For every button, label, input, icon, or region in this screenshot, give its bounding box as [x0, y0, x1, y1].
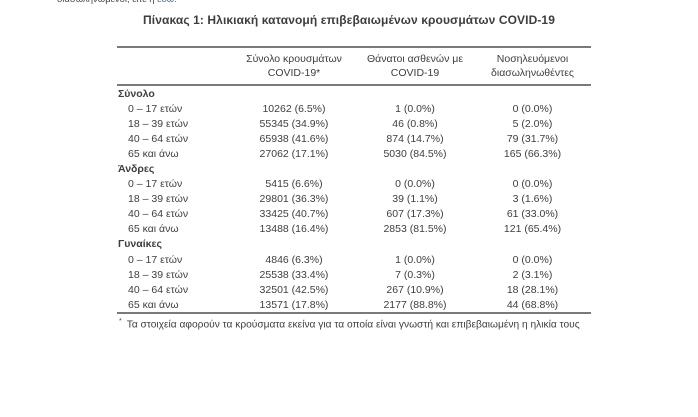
table-footnote: * Τα στοιχεία αφορούν τα κρούσματα εκείνα… [117, 318, 591, 330]
section-label: Γυναίκες [118, 238, 162, 251]
cell-intubated: 0 (0.0%) [512, 102, 553, 115]
section-label: Άνδρες [118, 163, 155, 176]
table-header-row: Σύνολο κρουσμάτων COVID-19* Θάνατοι ασθε… [117, 47, 591, 86]
cell-deaths: 2177 (88.8%) [383, 298, 447, 311]
footnote-asterisk: * [119, 318, 122, 326]
header-cases-line2: COVID-19* [267, 66, 321, 79]
table-row: 18 – 39 ετών 55345 (34.9%) 46 (0.8%) 5 (… [117, 116, 591, 131]
table-row: 0 – 17 ετών 5415 (6.6%) 0 (0.0%) 0 (0.0%… [117, 177, 591, 192]
cell-deaths: 7 (0.3%) [395, 268, 435, 281]
cell-cases: 13571 (17.8%) [259, 298, 329, 311]
header-deaths-line1: Θάνατοι ασθενών με [366, 53, 464, 65]
cell-cases: 27062 (17.1%) [259, 147, 329, 160]
cell-cases: 4846 (6.3%) [265, 253, 323, 266]
table-row: 0 – 17 ετών 4846 (6.3%) 1 (0.0%) 0 (0.0%… [117, 252, 591, 267]
section-row-men: Άνδρες [117, 161, 591, 176]
section-label: Σύνολο [118, 87, 155, 100]
table-row: 65 και άνω 13488 (16.4%) 2853 (81.5%) 12… [117, 222, 591, 237]
cell-deaths: 267 (10.9%) [386, 283, 444, 296]
cell-intubated: 3 (1.6%) [512, 193, 553, 206]
cell-intubated: 165 (66.3%) [503, 147, 562, 160]
clipped-text-link: εδώ. [157, 0, 177, 5]
table-title: Πίνακας 1: Ηλικιακή κατανομή επιβεβαιωμέ… [143, 13, 555, 27]
cell-age: 18 – 39 ετών [128, 268, 189, 281]
clipped-text-line: διασωληνωμένοι, είτε ή εδώ. [57, 0, 317, 6]
cell-age: 65 και άνω [128, 298, 179, 311]
header-deaths: Θάνατοι ασθενών με COVID-19 [356, 47, 474, 86]
cell-deaths: 1 (0.0%) [395, 102, 435, 115]
cell-intubated: 44 (68.8%) [506, 298, 559, 311]
table-row: 65 και άνω 13571 (17.8%) 2177 (88.8%) 44… [117, 297, 591, 313]
table-row: 0 – 17 ετών 10262 (6.5%) 1 (0.0%) 0 (0.0… [117, 101, 591, 116]
cell-age: 0 – 17 ετών [128, 178, 183, 191]
header-intubated-line2: διασωληνωθέντες [491, 66, 574, 79]
cell-age: 18 – 39 ετών [128, 117, 189, 130]
cell-deaths: 5030 (84.5%) [383, 147, 447, 160]
age-distribution-table: Σύνολο κρουσμάτων COVID-19* Θάνατοι ασθε… [117, 46, 591, 315]
cell-deaths: 2853 (81.5%) [383, 223, 447, 236]
table-row: 40 – 64 ετών 33425 (40.7%) 607 (17.3%) 6… [117, 207, 591, 222]
cell-cases: 29801 (36.3%) [259, 193, 329, 206]
cell-intubated: 0 (0.0%) [512, 253, 553, 266]
header-cases-line1: Σύνολο κρουσμάτων [246, 53, 342, 65]
cell-intubated: 2 (3.1%) [512, 268, 553, 281]
cell-cases: 10262 (6.5%) [262, 102, 326, 115]
cell-intubated: 18 (28.1%) [506, 283, 559, 296]
cell-intubated: 79 (31.7%) [506, 132, 559, 145]
cell-age: 40 – 64 ετών [128, 283, 189, 296]
cell-intubated: 0 (0.0%) [512, 178, 553, 191]
table-row: 40 – 64 ετών 65938 (41.6%) 874 (14.7%) 7… [117, 131, 591, 146]
cell-age: 65 και άνω [128, 147, 179, 160]
section-row-total: Σύνολο [117, 85, 591, 101]
cell-deaths: 39 (1.1%) [392, 193, 438, 206]
header-age-empty [117, 47, 232, 86]
cell-cases: 5415 (6.6%) [265, 178, 323, 191]
cell-age: 18 – 39 ετών [128, 193, 189, 206]
cell-deaths: 607 (17.3%) [386, 208, 444, 221]
cell-age: 65 και άνω [128, 223, 179, 236]
cell-age: 0 – 17 ετών [128, 102, 183, 115]
table-row: 18 – 39 ετών 29801 (36.3%) 39 (1.1%) 3 (… [117, 192, 591, 207]
footnote-text: Τα στοιχεία αφορούν τα κρούσματα εκείνα … [126, 319, 580, 331]
clipped-text-inner: διασωληνωμένοι, είτε ή εδώ. [57, 0, 317, 5]
header-intubated-line1: Νοσηλευόμενοι [496, 53, 569, 65]
cell-age: 40 – 64 ετών [128, 132, 189, 145]
table-row: 18 – 39 ετών 25538 (33.4%) 7 (0.3%) 2 (3… [117, 267, 591, 282]
table-row: 40 – 64 ετών 32501 (42.5%) 267 (10.9%) 1… [117, 282, 591, 297]
cell-intubated: 121 (65.4%) [503, 223, 562, 236]
cell-age: 0 – 17 ετών [128, 253, 183, 266]
cell-intubated: 5 (2.0%) [512, 117, 553, 130]
cell-cases: 65938 (41.6%) [259, 132, 329, 145]
cell-age: 40 – 64 ετών [128, 208, 189, 221]
section-row-women: Γυναίκες [117, 237, 591, 252]
header-deaths-line2: COVID-19 [390, 66, 440, 79]
cell-deaths: 1 (0.0%) [395, 253, 435, 266]
cell-deaths: 874 (14.7%) [386, 132, 444, 145]
clipped-text: διασωληνωμένοι, είτε ή [57, 0, 157, 5]
table-container: Σύνολο κρουσμάτων COVID-19* Θάνατοι ασθε… [117, 46, 591, 331]
cell-deaths: 0 (0.0%) [395, 178, 435, 191]
table-row: 65 και άνω 27062 (17.1%) 5030 (84.5%) 16… [117, 146, 591, 161]
header-intubated: Νοσηλευόμενοι διασωληνωθέντες [474, 47, 591, 86]
cell-cases: 25538 (33.4%) [259, 268, 329, 281]
cell-cases: 55345 (34.9%) [259, 117, 329, 130]
cell-cases: 13488 (16.4%) [259, 223, 329, 236]
cell-deaths: 46 (0.8%) [392, 117, 438, 130]
cell-intubated: 61 (33.0%) [506, 208, 559, 221]
header-cases: Σύνολο κρουσμάτων COVID-19* [232, 47, 356, 86]
cell-cases: 32501 (42.5%) [259, 283, 329, 296]
cell-cases: 33425 (40.7%) [259, 208, 329, 221]
